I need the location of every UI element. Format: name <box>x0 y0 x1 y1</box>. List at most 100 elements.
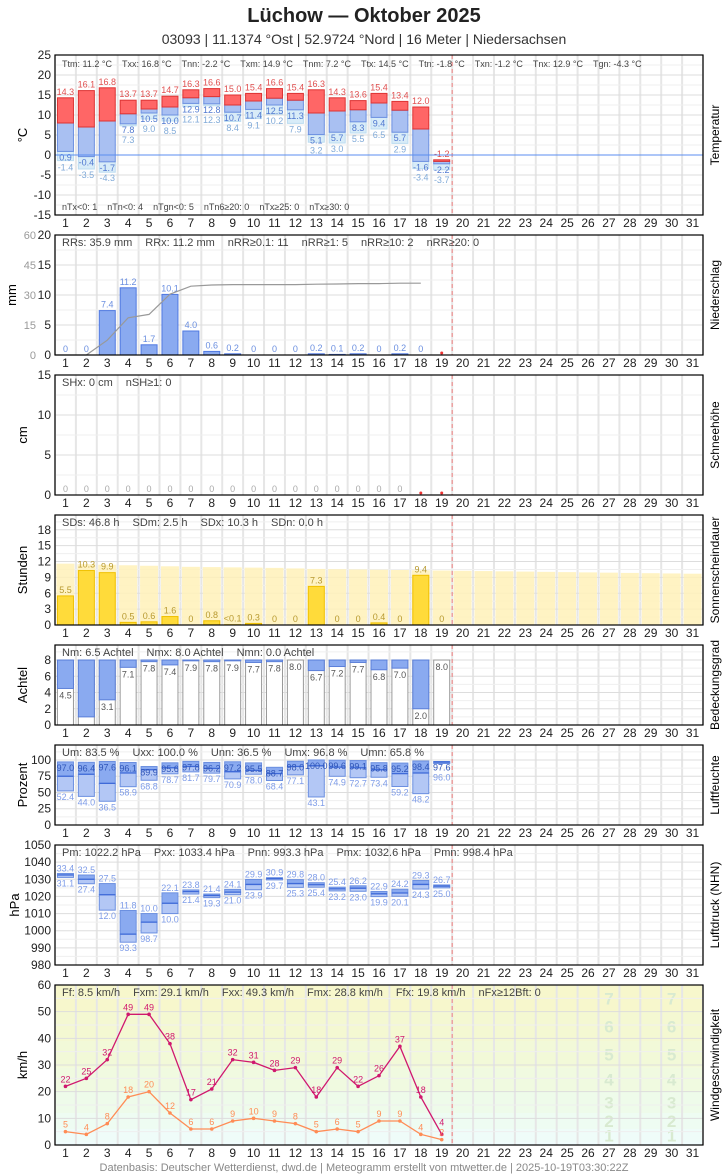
tmax-label: 15.4 <box>287 82 305 92</box>
beaufort-digit: 5 <box>604 1045 613 1064</box>
y-tick-label: 25 <box>38 48 52 62</box>
cloud-bar <box>224 659 242 662</box>
pressure-lower-bar <box>77 878 95 885</box>
humidity-min-label: 52.4 <box>57 792 75 802</box>
possible-sunshine-bar <box>558 572 577 625</box>
sunshine-bar <box>203 620 221 626</box>
cloud-label: 1.0 <box>80 719 93 729</box>
gust-label: 26 <box>374 1064 384 1074</box>
sunshine-label: 0.8 <box>206 610 219 620</box>
temp-stats-bottom: nTx<0: 1 nTn<0: 4 nTgn<0: 5 nTn6≥20: 0 nTx≥2… <box>62 202 349 212</box>
x-tick-label: 18 <box>414 966 428 980</box>
snow-label: 0 <box>209 484 214 494</box>
gust-point <box>105 1057 110 1062</box>
mean-wind-point <box>147 1089 151 1094</box>
stat-value: nRR≥1: 5 <box>301 237 349 249</box>
x-tick-label: 23 <box>519 626 533 640</box>
y-tick-label: 25 <box>38 802 52 816</box>
x-tick-label: 17 <box>393 966 407 980</box>
x-tick-label: 29 <box>644 826 658 840</box>
panel-side-label: Luftfeuchte <box>708 755 722 815</box>
beaufort-digit: 4 <box>667 1071 677 1090</box>
pressure-max-label: 33.4 <box>57 863 75 873</box>
mean-wind-point <box>419 1132 423 1137</box>
x-tick-label: 18 <box>414 496 428 510</box>
beaufort-digit: 5 <box>667 1045 676 1064</box>
cloud-label: 2.0 <box>415 711 428 721</box>
sunshine-label: 0.3 <box>247 612 260 622</box>
stat-value: RRs: 35.9 mm <box>62 237 133 249</box>
x-tick-label: 15 <box>351 826 365 840</box>
x-tick-label: 2 <box>83 496 90 510</box>
snow-label: 0 <box>251 484 256 494</box>
sunshine-label: 0 <box>335 614 340 624</box>
snow-label: 0 <box>397 484 402 494</box>
y-tick-label: -5 <box>40 168 51 182</box>
x-tick-label: 27 <box>602 1146 616 1160</box>
y-tick-label: 30 <box>38 1058 52 1072</box>
mean-wind-point <box>439 1137 444 1142</box>
tmean-tmin-bar <box>56 122 74 152</box>
tgmin-label: -3.5 <box>79 170 95 180</box>
x-tick-label: 3 <box>104 826 111 840</box>
pressure-lower-bar <box>119 933 137 943</box>
humidity-min-label: 36.5 <box>98 802 116 812</box>
beaufort-band <box>55 1091 703 1113</box>
humidity-max-label: 88.7 <box>266 768 284 778</box>
mean-wind-label: 6 <box>335 1117 340 1127</box>
tmin-label: 12.9 <box>182 104 200 114</box>
pressure-max-label: 22.1 <box>161 883 179 893</box>
possible-sunshine-bar <box>453 570 472 625</box>
mean-wind-point <box>189 1127 193 1131</box>
sunshine-bar <box>77 570 95 626</box>
cloud-label: 7.7 <box>247 664 260 674</box>
tmax-label: 14.3 <box>328 87 346 97</box>
x-tick-label: 28 <box>623 826 637 840</box>
x-tick-label: 14 <box>331 826 345 840</box>
pressure-min-label: 23.0 <box>349 892 367 902</box>
x-tick-label: 5 <box>146 626 153 640</box>
x-tick-label: 18 <box>414 1146 428 1160</box>
x-tick-label: 7 <box>188 626 195 640</box>
stat-value: nRR≥20: 0 <box>426 237 480 249</box>
x-tick-label: 13 <box>310 966 324 980</box>
mean-wind-label: 9 <box>376 1109 381 1119</box>
x-tick-label: 31 <box>686 726 700 740</box>
temp-panel-border <box>54 54 704 216</box>
x-tick-label: 24 <box>540 216 554 230</box>
sunshine-bar <box>412 574 430 626</box>
y-axis-title: cm <box>15 426 30 443</box>
tgmin-label: 10.2 <box>266 116 284 126</box>
y-tick-label: 3 <box>44 602 51 616</box>
x-tick-label: 21 <box>477 1146 491 1160</box>
x-tick-label: 1 <box>62 726 69 740</box>
y-tick-label: 20 <box>38 68 52 82</box>
x-tick-label: 3 <box>104 1146 111 1160</box>
mean-wind-point <box>126 1095 130 1099</box>
x-tick-label: 9 <box>229 626 236 640</box>
pressure-min-label: 25.3 <box>287 888 305 898</box>
humidity-min-label: 78.0 <box>245 775 263 785</box>
x-tick-label: 22 <box>498 626 512 640</box>
humidity-min-label: 79.7 <box>203 774 221 784</box>
stat-value: nRR≥10: 2 <box>361 237 414 249</box>
tmax-tmean-bar <box>328 97 346 112</box>
cloud-bar <box>119 659 137 668</box>
humidity-lower-bar <box>98 782 116 802</box>
y-tick-label: 1010 <box>24 907 51 921</box>
stat-value: nTx≥30: 0 <box>309 202 350 212</box>
x-tick-label: 9 <box>229 726 236 740</box>
precip-bar <box>140 344 158 356</box>
x-tick-label: 15 <box>351 216 365 230</box>
missing-marker <box>440 491 444 495</box>
x-tick-label: 26 <box>581 626 595 640</box>
panel-side-label: Schneehöhe <box>708 401 722 469</box>
stat-value: Txx: 16.8 °C <box>121 59 172 69</box>
mean-wind-point <box>272 1119 277 1123</box>
sunshine-bar <box>98 572 116 626</box>
tmax-tmean-bar <box>245 92 263 102</box>
missing-marker <box>419 491 423 495</box>
y-tick-label: 1000 <box>24 924 51 938</box>
stat-value: Nmx: 8.0 Achtel <box>146 647 224 659</box>
humidity-max-label: 97.8 <box>182 762 200 772</box>
